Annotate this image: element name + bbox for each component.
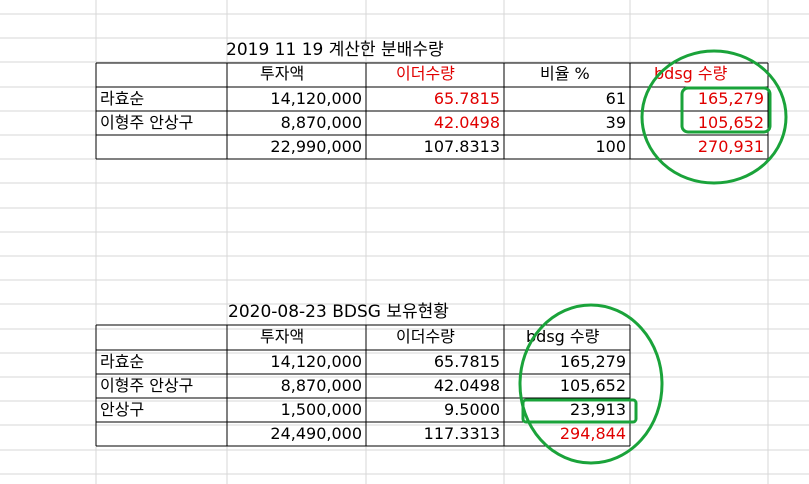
table2-row2-bdsg-qty: 105,652 xyxy=(559,376,626,395)
table1-row1-investment: 14,120,000 xyxy=(270,89,362,108)
table1-total-investment: 22,990,000 xyxy=(270,137,362,156)
table1-row2-eth-qty: 42.0498 xyxy=(433,113,500,132)
table1-header-investment: 투자액 xyxy=(260,64,305,83)
table1-row2-name: 이형주 안상구 xyxy=(100,113,194,132)
table2-row1-name: 라효순 xyxy=(100,352,145,371)
table1-total-eth-qty: 107.8313 xyxy=(423,137,500,156)
table2-row3-bdsg-qty: 23,913 xyxy=(570,400,626,419)
table1-header-bdsg-qty: bdsg 수량 xyxy=(654,64,728,83)
table2-row3-highlight-box xyxy=(521,398,638,424)
table2-header-eth-qty: 이더수량 xyxy=(396,327,455,346)
table2-total-eth-qty: 117.3313 xyxy=(423,424,500,443)
table2-row1-bdsg-qty: 165,279 xyxy=(559,352,626,371)
table1-header-ratio: 비율 % xyxy=(540,64,590,83)
table2-row3-eth-qty: 9.5000 xyxy=(444,400,500,419)
table2-title: 2020-08-23 BDSG 보유현황 xyxy=(228,302,449,322)
table2-row2-eth-qty: 42.0498 xyxy=(433,376,500,395)
table1-header-eth-qty: 이더수량 xyxy=(396,64,455,83)
table2-header-investment: 투자액 xyxy=(260,327,305,346)
table2-bdsg-circle xyxy=(518,303,664,465)
table1-title: 2019 11 19 계산한 분배수량 xyxy=(226,40,444,60)
table2-row1-eth-qty: 65.7815 xyxy=(433,352,500,371)
table1-total-bdsg-qty: 270,931 xyxy=(697,137,764,156)
table1-total-ratio: 100 xyxy=(595,137,626,156)
table1-row1-name: 라효순 xyxy=(100,89,145,108)
table2-row1-investment: 14,120,000 xyxy=(270,352,362,371)
table1-row2-investment: 8,870,000 xyxy=(280,113,362,132)
table2-row2-investment: 8,870,000 xyxy=(280,376,362,395)
table1-row2-ratio: 39 xyxy=(605,113,626,132)
table1-row1-bdsg-qty: 165,279 xyxy=(697,89,764,108)
table2-row3-investment: 1,500,000 xyxy=(280,400,362,419)
table2-row3-name: 안상구 xyxy=(100,400,145,419)
table1-bdsg-circle xyxy=(640,49,788,185)
table2-row2-name: 이형주 안상구 xyxy=(100,376,194,395)
table1-row2-bdsg-qty: 105,652 xyxy=(697,113,764,132)
table2-header-bdsg-qty: bdsg 수량 xyxy=(526,327,600,346)
table2-total-bdsg-qty: 294,844 xyxy=(559,424,626,443)
table1-row1-ratio: 61 xyxy=(605,89,626,108)
table1-row1-eth-qty: 65.7815 xyxy=(433,89,500,108)
table2-total-investment: 24,490,000 xyxy=(270,424,362,443)
table1-bdsg-highlight-box xyxy=(680,86,772,134)
